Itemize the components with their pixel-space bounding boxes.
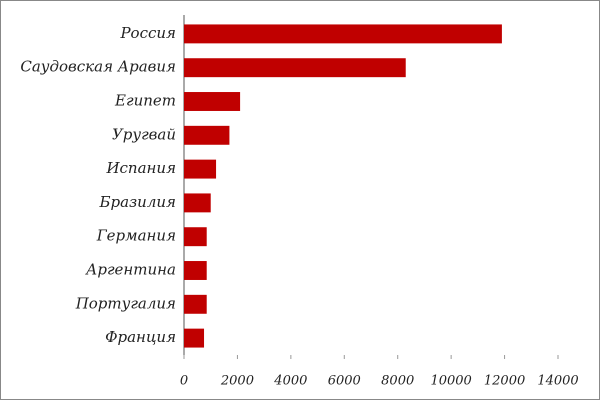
y-tick-label: Уругвай — [112, 125, 176, 143]
y-tick-label: Португалия — [75, 294, 176, 312]
y-tick-label: Испания — [105, 159, 176, 177]
y-tick-label: Германия — [96, 227, 176, 245]
bar — [184, 328, 205, 348]
bar — [184, 24, 502, 44]
x-tick-label: 14000 — [537, 374, 578, 389]
x-tick-label: 2000 — [220, 374, 254, 389]
bar — [184, 125, 230, 145]
x-tick-label: 0 — [180, 374, 188, 389]
bar — [184, 92, 241, 111]
y-tick-label: Россия — [119, 24, 176, 42]
x-tick-label: 4000 — [273, 374, 307, 389]
bar — [184, 294, 207, 314]
x-tick-label: 10000 — [430, 374, 471, 389]
x-tick-label: 6000 — [328, 374, 361, 389]
bar — [184, 159, 217, 179]
x-tick-label: 8000 — [381, 374, 414, 389]
bar — [184, 58, 406, 78]
y-tick-label: Аргентина — [85, 261, 176, 279]
y-tick-label: Франция — [105, 328, 176, 346]
y-tick-label: Египет — [114, 92, 176, 110]
bar — [184, 261, 207, 280]
bar — [184, 227, 207, 247]
bar — [184, 193, 211, 213]
x-tick-label: 12000 — [484, 374, 525, 389]
y-tick-label: Бразилия — [98, 193, 176, 211]
y-tick-label: Саудовская Аравия — [20, 58, 176, 76]
